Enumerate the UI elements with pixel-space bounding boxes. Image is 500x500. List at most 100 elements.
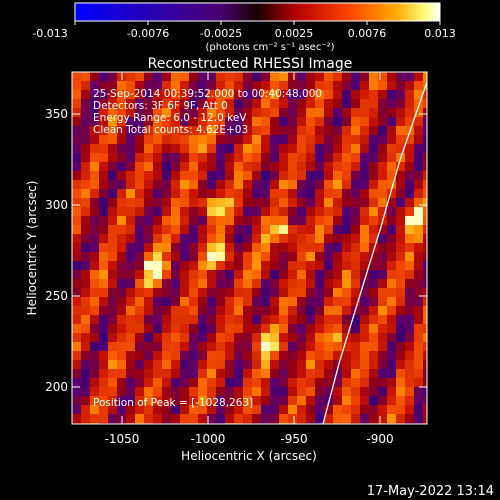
heatmap-cell [234,351,243,360]
heatmap-cell [414,81,423,90]
heatmap-cell [342,207,351,216]
heatmap-cell [405,414,414,423]
heatmap-cell [297,261,306,270]
heatmap-cell [126,117,135,126]
heatmap-cell [180,360,189,369]
heatmap-cell [261,342,270,351]
heatmap-cell [333,324,342,333]
heatmap-cell [135,144,144,153]
heatmap-cell [360,333,369,342]
heatmap-cell [126,279,135,288]
heatmap-cell [207,81,216,90]
heatmap-cell [135,315,144,324]
heatmap-cell [378,180,387,189]
heatmap-cell [225,360,234,369]
heatmap-cell [261,135,270,144]
heatmap-cell [387,333,396,342]
heatmap-cell [396,360,405,369]
heatmap-cell [117,270,126,279]
heatmap-cell [405,171,414,180]
heatmap-cell [369,378,378,387]
heatmap-cell [333,216,342,225]
heatmap-cell [315,180,324,189]
heatmap-cell [288,81,297,90]
heatmap-cell [153,216,162,225]
heatmap-cell [81,108,90,117]
heatmap-cell [351,279,360,288]
heatmap-cell [369,387,378,396]
heatmap-cell [144,342,153,351]
heatmap-cell [324,360,333,369]
heatmap-cell [414,414,423,423]
heatmap-cell [378,162,387,171]
heatmap-cell [162,144,171,153]
heatmap-cell [198,270,207,279]
heatmap-cell [405,144,414,153]
heatmap-cell [324,108,333,117]
heatmap-cell [171,135,180,144]
heatmap-cell [324,351,333,360]
heatmap-cell [180,315,189,324]
heatmap-cell [99,360,108,369]
heatmap-cell [243,396,252,405]
heatmap-cell [225,171,234,180]
heatmap-cell [333,279,342,288]
heatmap-cell [243,387,252,396]
heatmap-cell [216,207,225,216]
heatmap-cell [126,378,135,387]
heatmap-cell [342,126,351,135]
heatmap-cell [243,414,252,423]
heatmap-cell [108,351,117,360]
heatmap-cell [162,414,171,423]
heatmap-cell [324,99,333,108]
heatmap-cell [324,216,333,225]
heatmap-cell [324,162,333,171]
heatmap-cell [72,117,81,126]
heatmap-cell [99,279,108,288]
heatmap-cell [423,144,427,153]
heatmap-cell [135,99,144,108]
heatmap-cell [270,306,279,315]
heatmap-cell [252,261,261,270]
heatmap-cell [162,81,171,90]
heatmap-cell [315,99,324,108]
heatmap-cell [414,234,423,243]
heatmap-cell [90,252,99,261]
heatmap-cell [252,216,261,225]
heatmap-cell [189,396,198,405]
heatmap-cell [360,162,369,171]
heatmap-cell [324,207,333,216]
heatmap-cell [414,270,423,279]
heatmap-cell [171,396,180,405]
colorbar-tick-label: -0.0076 [127,27,169,40]
heatmap-cell [198,387,207,396]
heatmap-cell [279,72,288,81]
heatmap-cell [162,207,171,216]
heatmap-cell [180,270,189,279]
heatmap-cell [378,135,387,144]
heatmap-cell [72,153,81,162]
heatmap-cell [72,189,81,198]
heatmap-cell [225,279,234,288]
heatmap-cell [405,108,414,117]
heatmap-cell [117,207,126,216]
heatmap-cell [252,189,261,198]
heatmap-cell [405,135,414,144]
heatmap-cell [342,360,351,369]
heatmap-cell [369,279,378,288]
heatmap-cell [306,306,315,315]
heatmap-cell [396,126,405,135]
heatmap-cell [288,144,297,153]
heatmap-cell [342,99,351,108]
heatmap-cell [405,351,414,360]
heatmap-cell [252,117,261,126]
heatmap-cell [333,234,342,243]
heatmap-cell [81,297,90,306]
heatmap-cell [423,117,427,126]
heatmap-cell [189,342,198,351]
heatmap-cell [324,378,333,387]
heatmap-cell [288,378,297,387]
heatmap-cell [72,216,81,225]
heatmap-cell [189,369,198,378]
